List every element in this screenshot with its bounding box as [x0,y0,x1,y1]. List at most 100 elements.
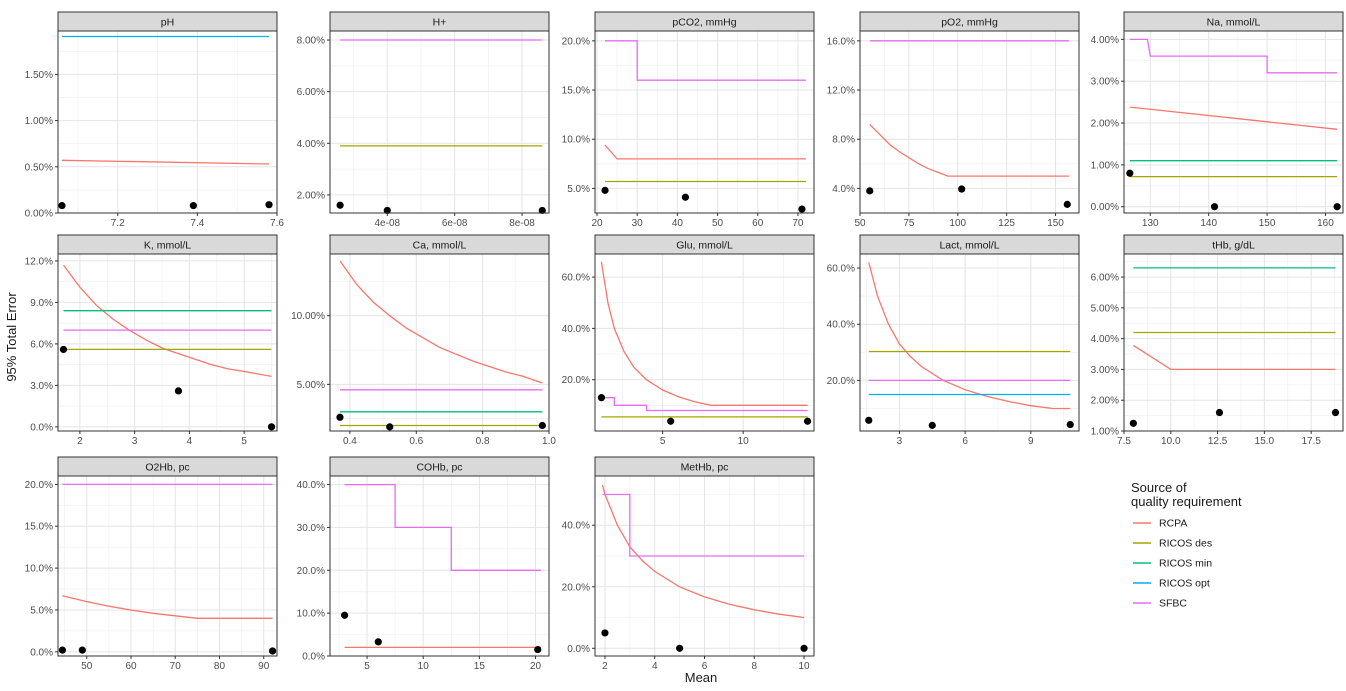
x-tick-label: 3 [132,436,138,447]
x-tick-label: 10 [798,661,810,672]
data-point [1063,200,1071,208]
y-tick-label: 6.00% [1091,273,1119,284]
x-tick-label: 90 [258,661,270,672]
panel-background [595,254,814,431]
series-line-sfbc [605,40,806,81]
series-line-rcpa [1133,344,1336,371]
data-point [58,646,67,654]
y-tick-label: 4.00% [1091,334,1119,345]
y-tick-label: 0.0% [30,647,53,658]
y-tick-label: 0.0% [30,422,53,433]
x-tick-label: 150 [1259,218,1276,229]
y-tick-label: 8.00% [297,36,325,47]
legend-item: RICOS min [1133,558,1212,570]
x-tick-label: 10 [418,661,430,672]
facet-strip [329,456,550,477]
facet-strip [594,234,815,255]
data-point [336,413,344,421]
x-tick-label: 20 [591,218,603,229]
series-line-rcpa [1129,106,1338,130]
x-tick-label: 0.4 [343,436,357,447]
data-point [383,206,391,215]
data-point [174,387,183,395]
y-tick-label: 6.00% [297,87,325,98]
data-point [534,645,542,654]
series-line-sfbc [602,493,804,557]
series-line-rcpa [61,159,270,165]
data-point [667,417,675,425]
x-tick-label: 9 [1028,436,1034,447]
facet-title: K, mmol/L [144,240,191,252]
series-line-rcpa [600,261,808,406]
x-tick-label: 6e-08 [442,218,468,229]
x-tick-label: 60 [125,661,137,672]
series-line-rcpa [62,264,272,378]
y-tick-label: 10.0% [25,564,53,575]
data-point [800,644,808,652]
data-point [268,647,277,655]
x-tick-label: 2 [77,436,83,447]
data-point [265,201,273,209]
y-tick-label: 0.0% [567,644,590,655]
x-tick-label: 6 [962,436,968,447]
data-point [676,644,684,652]
series-line-rcpa [604,144,806,160]
facet-strip [1123,11,1344,32]
y-tick-label: 1.00% [1091,160,1119,171]
legend-label: RICOS des [1159,538,1212,550]
legend-label: RCPA [1159,518,1187,530]
data-point [866,187,874,195]
panel-background [330,476,549,656]
y-tick-label: 2.00% [297,190,325,201]
panel-background [58,31,277,213]
y-tick-label: 3.00% [1091,77,1119,88]
panel-background [860,31,1079,213]
x-tick-label: 5 [241,436,247,447]
facet-strip [1123,234,1344,255]
data-point [538,206,546,215]
facet-title: Na, mmol/L [1207,17,1261,29]
y-tick-label: 60.0% [562,273,590,284]
data-point [601,629,609,637]
y-tick-label: 5.0% [30,605,53,616]
legend-title-line1: Source of [1131,480,1187,495]
y-tick-label: 10.0% [562,135,590,146]
facet-title: COHb, pc [416,462,462,474]
data-point [1210,203,1219,211]
x-tick-label: 15 [474,661,486,672]
facet-panel: 4.0% 8.0% 12.0% 16.0% 50 75 100 125 150 pO2, mmHg [827,11,1080,229]
facet-strip [594,456,815,477]
facet-panel: 0.00% 1.00% 2.00% 3.00% 4.00% 130 140 150 160 Na,… [1091,11,1344,229]
facet-strip [57,234,278,255]
data-point [1215,408,1224,417]
series-line-rcpa [339,260,543,384]
x-tick-label: 130 [1142,218,1159,229]
legend: Source of quality requirement RCPA RICOS … [1131,480,1242,610]
x-tick-label: 3 [897,436,903,447]
y-tick-label: 4.0% [832,184,855,195]
facet-title: Lact, mmol/L [939,240,999,252]
y-tick-label: 1.00% [1091,427,1119,438]
legend-item: RICOS des [1133,538,1212,550]
panel-background [595,31,814,213]
facet-panel: 5.00% 10.00% 0.4 0.6 0.8 1.0 Ca, mmol/L [291,234,556,447]
panel-background [860,254,1079,431]
data-point [1129,419,1137,427]
facet-strip [859,11,1080,32]
panel-background [58,254,277,431]
facet-title: tHb, g/dL [1212,240,1255,252]
x-tick-label: 4e-08 [374,218,400,229]
x-tick-label: 7.4 [190,218,204,229]
legend-label: SFBC [1159,598,1187,610]
data-point [78,646,86,654]
legend-label: RICOS opt [1159,578,1210,590]
y-tick-label: 5.00% [1091,303,1119,314]
facet-title: Glu, mmol/L [676,240,733,252]
data-point [597,394,606,402]
panel-background [1124,254,1343,431]
x-tick-label: 140 [1200,218,1217,229]
facet-panel: 2.00% 4.00% 6.00% 8.00% 4e-08 6e-08 8e-08 H+ [297,11,550,229]
x-tick-label: 70 [170,661,182,672]
